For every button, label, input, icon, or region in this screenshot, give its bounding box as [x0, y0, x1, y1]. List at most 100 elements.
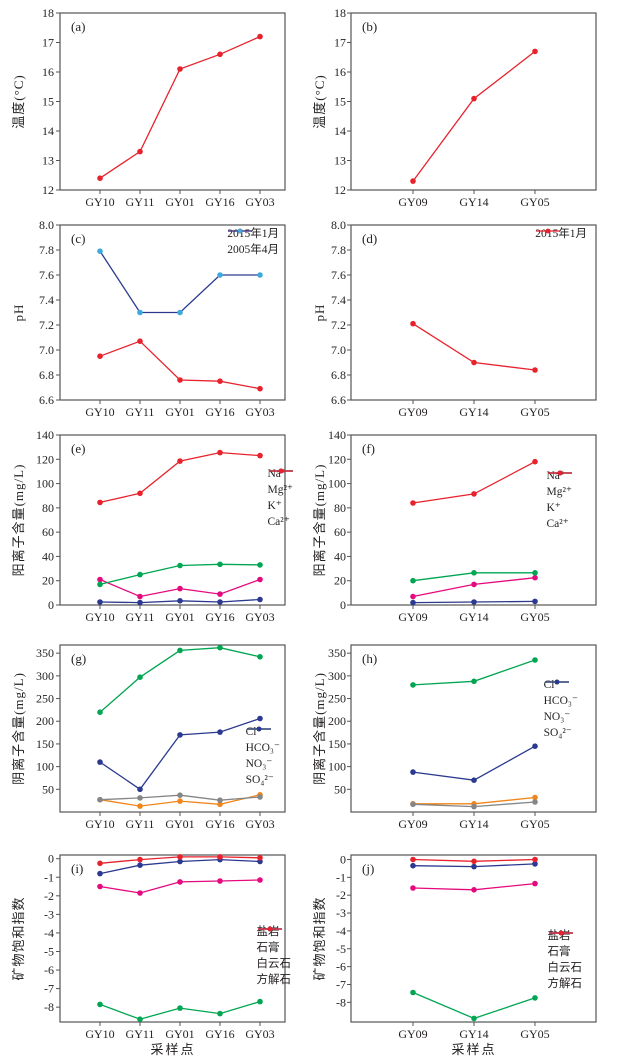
data-point	[137, 593, 143, 600]
data-point	[471, 570, 477, 576]
y-axis-title: 温度(°C)	[313, 74, 327, 129]
y-tick-label: 13	[334, 154, 346, 168]
y-axis-title: pH	[11, 304, 26, 322]
legend-label: NO₃⁻	[543, 710, 571, 723]
series-2015年1月	[97, 338, 263, 392]
x-tick-label: GY05	[520, 610, 549, 624]
legend-label: 方解石	[256, 973, 292, 986]
data-point	[471, 887, 477, 893]
legend-label: HCO₃⁻	[543, 694, 578, 707]
y-tick-label: 7.2	[331, 318, 346, 332]
data-point	[471, 359, 477, 366]
y-tick-label: 350	[36, 646, 54, 660]
data-point	[257, 998, 263, 1005]
y-tick-label: -5	[336, 942, 346, 956]
y-axis-title: 阴离子含量(mg/L)	[11, 672, 26, 785]
data-point	[177, 598, 183, 604]
y-tick-label: 7.2	[39, 318, 54, 332]
y-axis-title: 温度(°C)	[11, 74, 26, 129]
data-point	[217, 644, 223, 651]
data-point	[410, 769, 416, 775]
x-tick-label: GY09	[398, 610, 427, 624]
y-tick-label: 150	[36, 737, 54, 751]
panel-label: (a)	[71, 19, 85, 34]
data-point	[532, 794, 538, 801]
y-tick-label: 300	[36, 669, 54, 683]
legend-item: K⁺	[547, 470, 572, 514]
series-2015年1月	[410, 320, 538, 373]
data-point	[137, 148, 143, 155]
series-SO₄²⁻	[410, 743, 538, 783]
series-温度	[97, 33, 263, 181]
legend-item: 石膏	[547, 930, 573, 958]
data-point	[257, 877, 263, 883]
legend-label: Ca²⁺	[267, 515, 290, 528]
x-tick-label: GY09	[398, 405, 427, 419]
series-line	[99, 717, 261, 791]
data-point	[471, 1015, 477, 1022]
data-point	[97, 870, 103, 877]
data-point	[410, 178, 416, 184]
y-tick-label: 350	[328, 646, 346, 660]
y-tick-label: 7.0	[331, 343, 346, 357]
y-tick-label: 14	[42, 124, 54, 138]
data-point	[532, 48, 538, 55]
series-SO₄²⁻	[97, 715, 263, 793]
y-tick-label: 20	[334, 574, 346, 588]
data-point	[257, 576, 263, 583]
y-tick-label: 7.4	[39, 293, 54, 307]
y-axis-title: pH	[313, 304, 327, 322]
x-tick-label: GY10	[85, 610, 114, 624]
data-point	[217, 854, 223, 860]
y-tick-label: 100	[36, 477, 54, 491]
series-石膏	[410, 880, 538, 893]
data-point	[410, 682, 416, 688]
data-point	[97, 353, 103, 359]
data-point	[177, 585, 183, 592]
data-point	[471, 95, 477, 102]
data-point	[532, 861, 538, 867]
x-axis-title-left: 采样点	[150, 1042, 196, 1057]
data-point	[471, 803, 477, 810]
y-tick-label: -1	[336, 870, 346, 884]
y-tick-label: -2	[44, 889, 54, 903]
legend-item: Mg²⁺	[547, 470, 572, 498]
x-tick-label: GY16	[205, 610, 234, 624]
data-point	[97, 883, 103, 890]
series-2005年4月	[97, 248, 263, 316]
data-point	[97, 248, 103, 254]
series-石膏	[97, 877, 263, 896]
x-tick-label: GY14	[459, 610, 488, 624]
plot-frame	[59, 224, 286, 401]
y-tick-label: 120	[36, 452, 54, 466]
x-tick-label: GY16	[205, 195, 234, 209]
legend-marker-icon	[547, 470, 572, 476]
legend-item: NO₃⁻	[246, 726, 272, 770]
data-point	[410, 593, 416, 600]
x-tick-label: GY05	[520, 195, 549, 209]
data-point	[177, 792, 183, 798]
data-point	[97, 796, 103, 803]
y-tick-label: -3	[336, 906, 346, 920]
data-point	[177, 854, 183, 860]
y-axis-title: 阴离子含量(mg/L)	[313, 672, 327, 785]
y-tick-label: 60	[42, 525, 54, 539]
data-point	[471, 599, 477, 605]
y-tick-label: 140	[328, 428, 346, 442]
y-tick-label: -6	[44, 963, 54, 977]
panel-label: (j)	[362, 861, 374, 876]
data-point	[177, 1005, 183, 1011]
y-tick-label: 16	[334, 65, 346, 79]
data-point	[532, 657, 538, 663]
y-tick-label: 60	[334, 525, 346, 539]
legend: 盐岩 石膏 白云石 方解石	[547, 928, 583, 990]
y-tick-label: 7.4	[331, 293, 346, 307]
legend-label: 石膏	[547, 945, 571, 958]
data-point	[177, 647, 183, 654]
panel-g-chart: 50 100 150 200 250 300 350 GY10 GY11 GY01 GY16 GY03…	[11, 644, 286, 831]
data-point	[532, 799, 538, 805]
series-Mg²⁺	[97, 561, 263, 588]
y-tick-label: 300	[328, 669, 346, 683]
series-line	[412, 991, 536, 1020]
